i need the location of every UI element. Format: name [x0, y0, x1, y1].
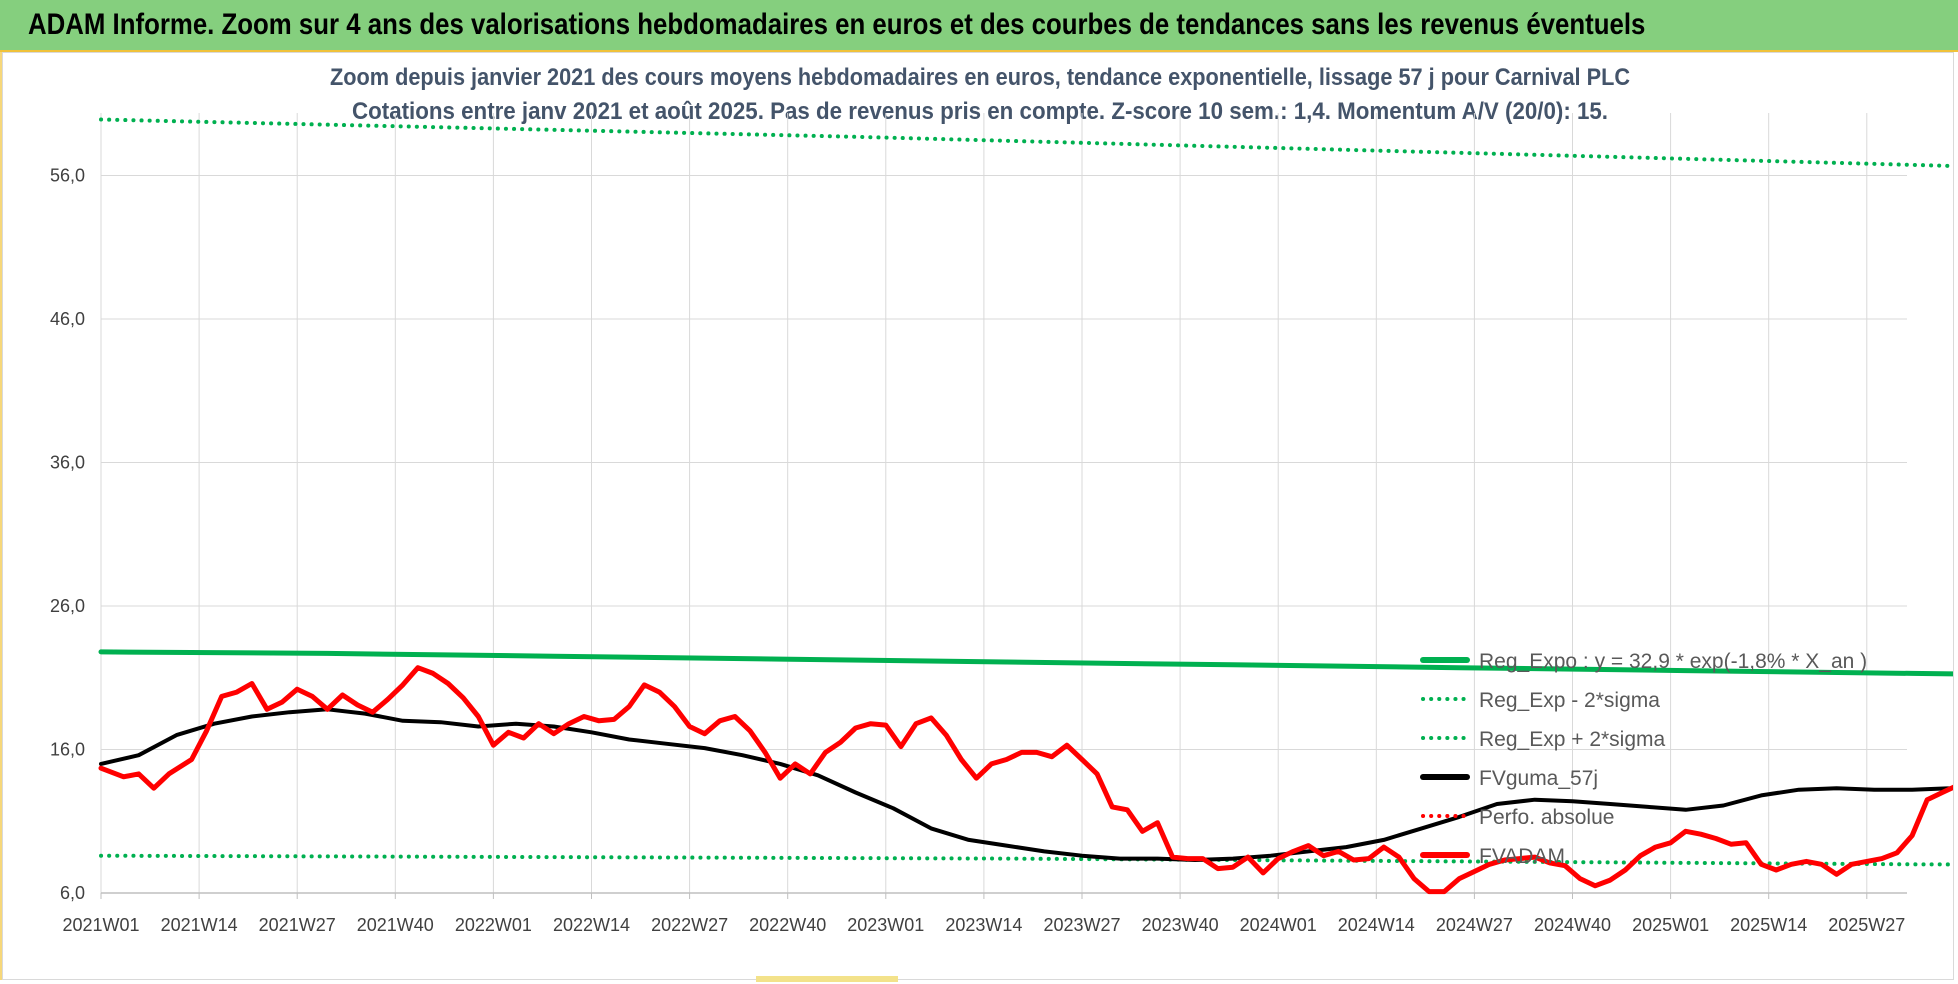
y-tick-label: 6,0	[60, 883, 85, 903]
x-axis-ticks: 2021W01 2021W14 2021W27 2021W40 2022W01 2022W…	[62, 915, 1905, 935]
x-tick-label: 2023W40	[1142, 915, 1219, 935]
y-tick-label: 16,0	[50, 740, 85, 760]
series-line-0	[98, 649, 1953, 677]
legend-label: FVADAM	[1479, 845, 1565, 868]
x-tick-label: 2022W27	[651, 915, 728, 935]
x-tick-label: 2025W14	[1730, 915, 1807, 935]
chart-subtitle: Cotations entre janv 2021 et août 2025. …	[352, 98, 1608, 125]
legend-label: Reg_Expo : y = 32,9 * exp(-1,8% * X_an )	[1479, 650, 1867, 673]
y-tick-label: 56,0	[50, 166, 85, 186]
series-line-1	[99, 853, 1953, 867]
legend-label: Reg_Exp - 2*sigma	[1479, 689, 1660, 712]
x-tick-label: 2022W14	[553, 915, 630, 935]
x-tick-label: 2022W01	[455, 915, 532, 935]
x-tick-label: 2023W14	[945, 915, 1022, 935]
x-tick-label: 2023W27	[1043, 915, 1120, 935]
x-tick-label: 2025W01	[1632, 915, 1709, 935]
plot-area	[98, 117, 1953, 895]
y-tick-label: 36,0	[50, 453, 85, 473]
x-tick-label: 2024W27	[1436, 915, 1513, 935]
y-axis-ticks: 56,0 46,0 36,0 26,0 16,0 6,0	[50, 166, 85, 904]
y-tick-label: 46,0	[50, 309, 85, 329]
x-tick-label: 2024W14	[1338, 915, 1415, 935]
y-tick-label: 26,0	[50, 596, 85, 616]
bottom-accent-bar	[756, 976, 898, 982]
x-tick-label: 2021W14	[161, 915, 238, 935]
x-tick-label: 2021W01	[62, 915, 139, 935]
chart-axes	[100, 892, 1907, 899]
chart-legend: Reg_Expo : y = 32,9 * exp(-1,8% * X_an )…	[1420, 650, 1867, 868]
line-chart: Zoom depuis janvier 2021 des cours moyen…	[50, 64, 1953, 935]
chart-frame: Zoom depuis janvier 2021 des cours moyen…	[2, 52, 1954, 980]
report-title: ADAM Informe. Zoom sur 4 ans des valoris…	[28, 8, 1646, 41]
x-tick-label: 2021W40	[357, 915, 434, 935]
x-tick-label: 2024W40	[1534, 915, 1611, 935]
x-tick-label: 2023W01	[847, 915, 924, 935]
report-header-banner: ADAM Informe. Zoom sur 4 ans des valoris…	[0, 0, 1958, 52]
series-line-2	[99, 117, 1953, 168]
series-line-5	[98, 665, 1953, 895]
chart-title: Zoom depuis janvier 2021 des cours moyen…	[330, 64, 1630, 91]
x-tick-label: 2025W27	[1828, 915, 1905, 935]
x-tick-label: 2022W40	[749, 915, 826, 935]
series-line-3	[99, 707, 1953, 862]
legend-label: FVguma_57j	[1479, 767, 1598, 790]
chart-grid	[100, 113, 1907, 894]
x-tick-label: 2024W01	[1240, 915, 1317, 935]
legend-label: Perfo. absolue	[1479, 806, 1614, 829]
legend-label: Reg_Exp + 2*sigma	[1479, 728, 1666, 751]
x-tick-label: 2021W27	[259, 915, 336, 935]
